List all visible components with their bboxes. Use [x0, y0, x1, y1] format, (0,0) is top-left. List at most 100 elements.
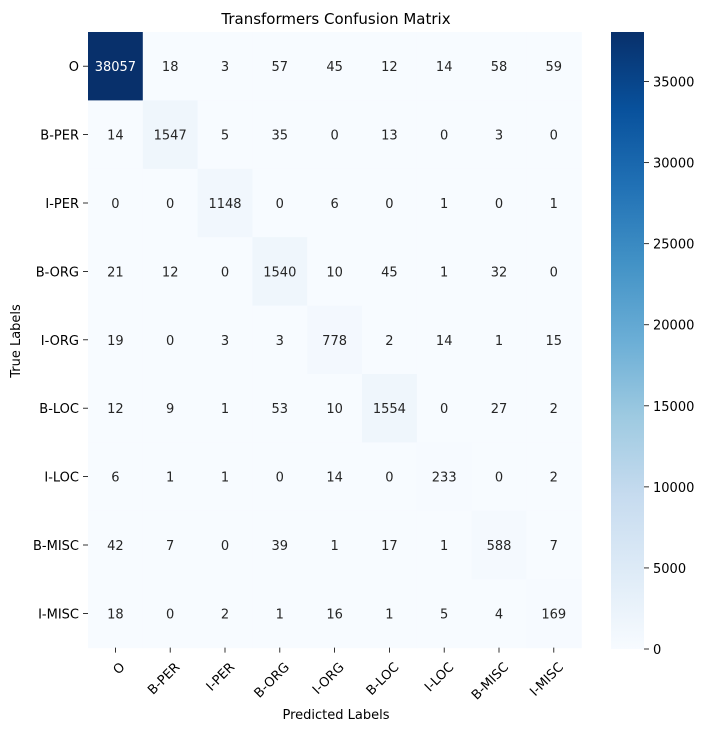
y-tick-label: B-ORG — [36, 265, 79, 280]
heatmap-cell — [307, 442, 363, 512]
heatmap-cell — [471, 374, 527, 443]
cell-value: 1 — [221, 471, 229, 486]
cell-value: 12 — [381, 60, 398, 75]
cell-value: 18 — [107, 607, 124, 622]
cell-value: 1 — [440, 265, 448, 280]
cell-value: 45 — [326, 60, 343, 75]
cell-value: 0 — [495, 197, 503, 212]
heatmap-cell — [416, 168, 473, 238]
heatmap-cell — [88, 237, 144, 307]
heatmap-cell — [416, 579, 473, 649]
cell-value: 14 — [107, 129, 124, 144]
heatmap-cell — [197, 510, 253, 580]
cell-value: 12 — [107, 402, 124, 417]
cell-value: 13 — [381, 129, 398, 144]
x-tick-label: B-PER — [145, 660, 183, 698]
cell-value: 0 — [221, 265, 229, 280]
cell-value: 59 — [546, 60, 563, 75]
heatmap-cell — [197, 374, 253, 443]
heatmap-cells — [88, 32, 582, 649]
cell-value: 27 — [491, 402, 508, 417]
y-axis-ticks: O B-PER I-PER B-ORG I-ORG B-LOC I-LOC B-MISC I-M… — [33, 60, 88, 622]
heatmap-cell — [526, 579, 582, 649]
heatmap-cell — [88, 510, 144, 580]
heatmap-cell — [471, 510, 527, 580]
heatmap-cell — [362, 237, 418, 307]
cell-value: 14 — [436, 334, 453, 349]
cell-value: 0 — [221, 539, 229, 554]
cell-value: 2 — [550, 402, 558, 417]
cell-value: 14 — [326, 471, 343, 486]
cell-value: 42 — [107, 539, 124, 554]
cell-value: 0 — [385, 471, 393, 486]
cell-value: 16 — [326, 607, 343, 622]
cell-value: 0 — [385, 197, 393, 212]
cell-value: 1148 — [208, 197, 241, 212]
heatmap-cell — [252, 579, 308, 649]
chart-title: Transformers Confusion Matrix — [220, 10, 450, 28]
heatmap-cell — [142, 168, 199, 238]
heatmap-cell — [416, 100, 473, 170]
y-tick-label: I-MISC — [38, 607, 79, 622]
cell-value: 169 — [541, 607, 566, 622]
cell-value: 588 — [487, 539, 512, 554]
heatmap-cell — [362, 374, 418, 443]
colorbar-tick-label: 15000 — [653, 400, 694, 415]
heatmap-cell — [252, 237, 308, 307]
heatmap-cell — [416, 305, 473, 375]
heatmap-cell — [142, 237, 199, 307]
x-tick-label: I-ORG — [310, 660, 348, 698]
cell-value: 3 — [495, 129, 503, 144]
cell-value: 2 — [385, 334, 393, 349]
heatmap-cell — [471, 237, 527, 307]
heatmap-cell — [362, 442, 418, 512]
cell-value: 1 — [221, 402, 229, 417]
x-tick-label: O — [111, 660, 129, 678]
colorbar-tick-label: 10000 — [653, 481, 694, 496]
heatmap-cell — [88, 168, 144, 238]
heatmap-cell — [142, 510, 199, 580]
x-tick-label: I-MISC — [527, 660, 567, 700]
heatmap-cell — [526, 442, 582, 512]
cell-value: 3 — [221, 334, 229, 349]
heatmap-cell — [252, 32, 308, 101]
heatmap-cell — [416, 510, 473, 580]
cell-value: 58 — [491, 60, 508, 75]
y-axis-label: True Labels — [9, 304, 24, 379]
heatmap-cell — [307, 510, 363, 580]
heatmap-cell — [526, 305, 582, 375]
cell-value: 0 — [166, 334, 174, 349]
heatmap-cell — [142, 100, 199, 170]
heatmap-cell — [197, 305, 253, 375]
y-tick-label: O — [69, 60, 79, 75]
colorbar-tick-label: 30000 — [653, 157, 694, 172]
colorbar-tick-label: 5000 — [653, 562, 686, 577]
y-tick-label: B-MISC — [33, 539, 79, 554]
x-tick-label: I-LOC — [422, 660, 457, 695]
cell-value: 38057 — [95, 60, 136, 75]
x-tick-label: B-LOC — [364, 660, 403, 699]
cell-value: 1 — [276, 607, 284, 622]
heatmap-cell — [197, 100, 253, 170]
heatmap-cell — [416, 374, 473, 443]
heatmap-cell — [307, 305, 363, 375]
cell-value: 1 — [440, 539, 448, 554]
heatmap-cell — [88, 100, 144, 170]
heatmap-cell — [142, 32, 199, 101]
heatmap-cell — [252, 374, 308, 443]
cell-value: 6 — [330, 197, 338, 212]
cell-value: 2 — [221, 607, 229, 622]
cell-value: 0 — [166, 197, 174, 212]
heatmap-cell — [307, 32, 363, 101]
cell-value: 1554 — [373, 402, 406, 417]
cell-value: 18 — [162, 60, 179, 75]
cell-value: 1 — [385, 607, 393, 622]
cell-value: 35 — [272, 129, 289, 144]
heatmap-cell — [88, 305, 144, 375]
heatmap-cell — [416, 442, 473, 512]
y-tick-label: I-PER — [45, 197, 79, 212]
cell-value: 2 — [550, 471, 558, 486]
cell-value: 0 — [495, 471, 503, 486]
heatmap-cell — [362, 510, 418, 580]
colorbar — [611, 32, 644, 649]
